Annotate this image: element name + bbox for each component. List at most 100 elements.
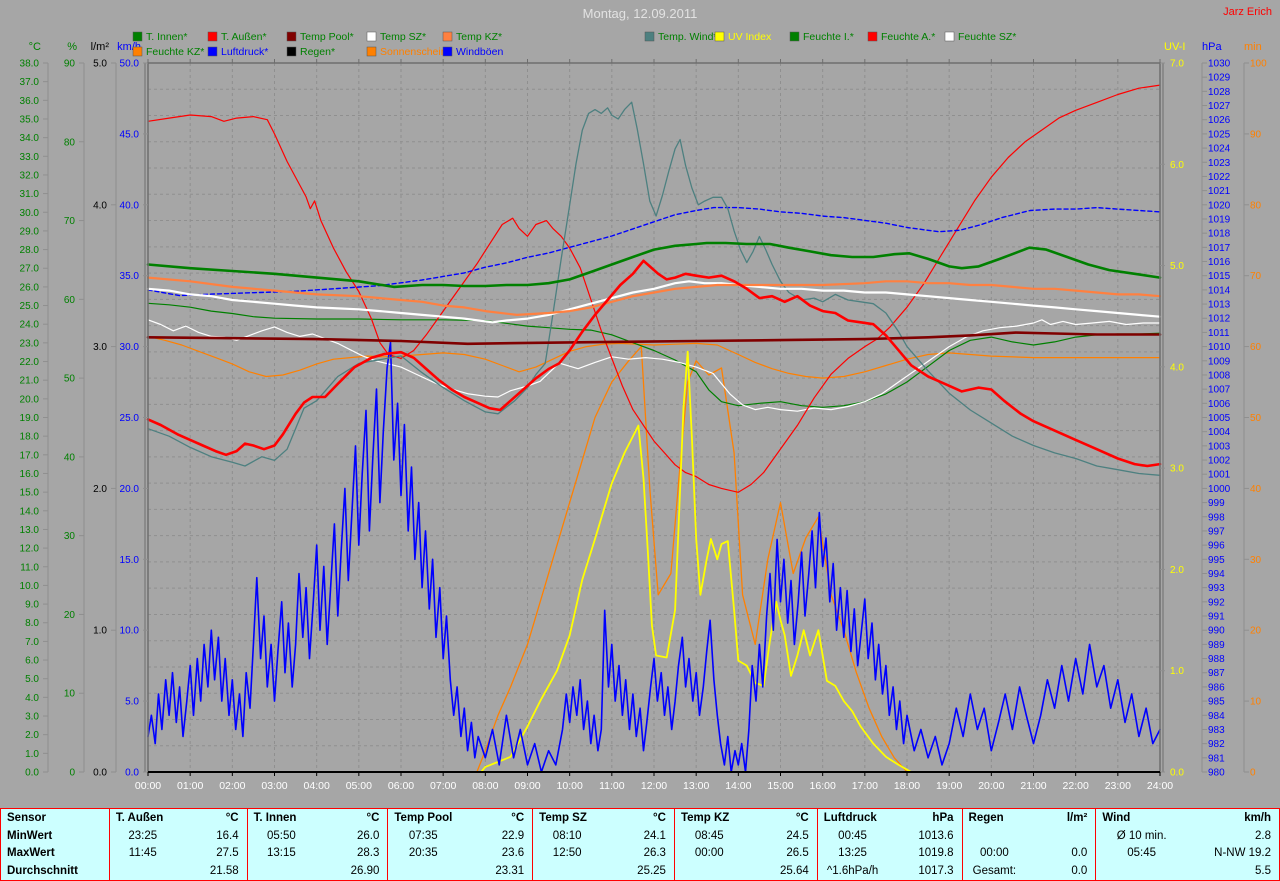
table-min-row: 23:25 16.4: [110, 827, 247, 845]
svg-text:11.0: 11.0: [20, 562, 39, 573]
table-column-temp-pool: Temp Pool °C 07:35 22.9 20:35 23.6 23.31: [388, 809, 534, 880]
table-row-label: MinWert: [1, 827, 109, 845]
series-feuchte-i: [147, 302, 1161, 408]
sensor-unit: °C: [653, 811, 666, 824]
max-time: 00:00: [979, 847, 1009, 860]
table-min-row: 00:45 1013.6: [818, 827, 962, 845]
series-feuchte-kz: [147, 335, 1161, 379]
avg-value: 21.58: [209, 865, 239, 878]
svg-text:995: 995: [1208, 555, 1225, 566]
x-axis-label: 19:00: [936, 780, 962, 792]
series-temp-kz: [146, 276, 1162, 316]
svg-text:1030: 1030: [1208, 59, 1231, 70]
svg-text:7.0: 7.0: [1170, 59, 1184, 70]
svg-text:1017: 1017: [1208, 243, 1231, 254]
min-time: 08:45: [694, 829, 724, 842]
legend-swatch-icon: [644, 31, 655, 42]
max-time: 13:25: [838, 847, 867, 860]
avg-value: 25.25: [637, 865, 666, 878]
svg-text:1003: 1003: [1208, 441, 1231, 452]
x-axis-label: 02:00: [219, 780, 245, 792]
table-rowlabel-column: Sensor MinWert MaxWert Durchschnitt: [1, 809, 110, 880]
svg-text:19.0: 19.0: [20, 413, 40, 424]
legend-item-feuchte-sz: Feuchte SZ*: [944, 31, 1016, 43]
x-axis-label: 17:00: [852, 780, 878, 792]
svg-text:5.0: 5.0: [125, 697, 139, 708]
max-value: 1019.8: [918, 847, 954, 860]
legend-swatch-icon: [132, 31, 143, 42]
svg-text:1016: 1016: [1208, 257, 1231, 268]
svg-text:1.0: 1.0: [1170, 666, 1184, 677]
table-column-temp-sz: Temp SZ °C 08:10 24.1 12:50 26.3 25.25: [533, 809, 675, 880]
svg-text:0.0: 0.0: [93, 768, 107, 779]
table-max-row: 11:45 27.5: [110, 845, 247, 863]
svg-text:2.0: 2.0: [93, 484, 107, 495]
legend-swatch-icon: [714, 31, 725, 42]
legend-swatch-icon: [867, 31, 878, 42]
svg-text:5.0: 5.0: [1170, 261, 1184, 272]
series-t-au-en: [146, 259, 1162, 468]
min-value: 16.4: [216, 829, 239, 842]
svg-text:1.0: 1.0: [25, 749, 39, 760]
svg-text:4.0: 4.0: [1170, 362, 1184, 373]
svg-text:Temp SZ*: Temp SZ*: [380, 31, 426, 43]
svg-text:60: 60: [1250, 342, 1262, 353]
svg-text:33.0: 33.0: [20, 152, 40, 163]
legend-item-t-innen: T. Innen*: [132, 31, 187, 43]
avg-label: Gesamt:: [972, 865, 1017, 878]
x-axis-label: 23:00: [1105, 780, 1131, 792]
max-value: N-NW 19.2: [1214, 847, 1272, 860]
max-value: 28.3: [357, 847, 380, 860]
svg-text:1012: 1012: [1208, 314, 1231, 325]
legend-item-regen: Regen*: [286, 46, 335, 58]
svg-text:20: 20: [1250, 626, 1262, 637]
svg-text:1.0: 1.0: [93, 626, 107, 637]
svg-text:80: 80: [64, 137, 76, 148]
svg-text:37.0: 37.0: [20, 77, 40, 88]
svg-text:2.0: 2.0: [25, 730, 39, 741]
x-axis-label: 12:00: [641, 780, 667, 792]
table-max-row: 20:35 23.6: [388, 845, 532, 863]
sensor-unit: °C: [366, 811, 380, 824]
svg-text:3.0: 3.0: [1170, 464, 1184, 475]
series-feuchte-sz: [147, 319, 1161, 412]
svg-text:986: 986: [1208, 682, 1225, 693]
svg-text:40.0: 40.0: [120, 200, 140, 211]
series-feuchte-a: [147, 84, 1161, 493]
svg-text:Luftdruck*: Luftdruck*: [221, 46, 268, 58]
series-luftdruck: [147, 206, 1161, 297]
svg-text:40: 40: [1250, 484, 1262, 495]
svg-text:985: 985: [1208, 697, 1225, 708]
min-time: 08:10: [552, 829, 582, 842]
legend-swatch-icon: [207, 31, 218, 42]
sensor-unit: °C: [795, 811, 809, 824]
svg-text:1027: 1027: [1208, 101, 1231, 112]
svg-text:Temp. Wind*: Temp. Wind*: [658, 31, 718, 43]
svg-text:2.0: 2.0: [1170, 565, 1184, 576]
svg-text:14.0: 14.0: [20, 506, 40, 517]
max-value: 26.3: [643, 847, 666, 860]
svg-text:Temp KZ*: Temp KZ*: [456, 31, 502, 43]
svg-text:36.0: 36.0: [20, 96, 40, 107]
svg-text:34.0: 34.0: [20, 133, 40, 144]
table-avg-row: 21.58: [110, 862, 247, 880]
svg-text:1015: 1015: [1208, 271, 1231, 282]
svg-text:15.0: 15.0: [120, 555, 140, 566]
svg-text:1006: 1006: [1208, 399, 1231, 410]
row-label-text: MinWert: [7, 829, 53, 842]
svg-text:981: 981: [1208, 753, 1225, 764]
svg-text:38.0: 38.0: [20, 59, 40, 70]
svg-text:10.0: 10.0: [120, 626, 140, 637]
svg-text:24.0: 24.0: [20, 320, 40, 331]
stats-table: Sensor MinWert MaxWert Durchschnitt T. Außen…: [0, 808, 1280, 881]
table-column-wind: Wind km/h Ø 10 min. 2.8 05:45 N-NW 19.2 5.5: [1096, 809, 1279, 880]
x-axis-label: 18:00: [894, 780, 920, 792]
series-uv-index: [147, 350, 1161, 773]
svg-text:100: 100: [1250, 59, 1267, 70]
table-max-row: 00:00 26.5: [675, 845, 817, 863]
x-axis-label: 01:00: [177, 780, 203, 792]
legend-item-temp-kz: Temp KZ*: [442, 31, 502, 43]
svg-text:988: 988: [1208, 654, 1225, 665]
svg-text:3.0: 3.0: [25, 712, 39, 723]
svg-text:1008: 1008: [1208, 370, 1231, 381]
